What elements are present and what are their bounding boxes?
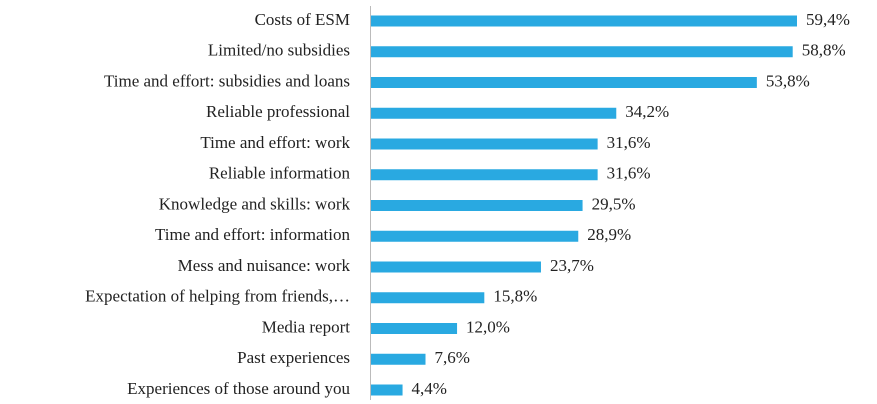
category-label: Limited/no subsidies (208, 41, 350, 60)
bar (371, 77, 757, 88)
bar (371, 169, 598, 181)
category-label: Past experiences (237, 348, 350, 367)
value-label: 7,6% (435, 348, 470, 367)
bar (371, 46, 793, 58)
bar (371, 353, 426, 365)
value-label: 23,7% (550, 256, 594, 275)
bar (371, 292, 485, 304)
bar (371, 15, 797, 27)
category-label: Experiences of those around you (127, 379, 350, 398)
bar (371, 138, 598, 150)
category-label: Media report (262, 317, 351, 336)
value-label: 31,6% (607, 164, 651, 183)
value-label: 59,4% (806, 10, 850, 29)
value-label: 58,8% (802, 41, 846, 60)
category-label: Costs of ESM (255, 10, 350, 29)
category-label: Time and effort: subsidies and loans (104, 71, 350, 90)
value-label: 12,0% (466, 317, 510, 336)
category-label: Time and effort: information (155, 225, 351, 244)
category-label: Time and effort: work (200, 133, 350, 152)
bar (371, 107, 617, 119)
bar (371, 200, 583, 211)
bar (371, 384, 403, 396)
category-label: Mess and nuisance: work (178, 256, 351, 275)
value-label: 34,2% (625, 102, 669, 121)
value-label: 31,6% (607, 133, 651, 152)
category-label: Reliable professional (206, 102, 350, 121)
value-label: 53,8% (766, 71, 810, 90)
value-label: 28,9% (587, 225, 631, 244)
bar (371, 261, 541, 273)
value-label: 15,8% (493, 287, 537, 306)
value-label: 29,5% (592, 194, 636, 213)
category-label: Reliable information (209, 164, 351, 183)
category-label: Knowledge and skills: work (159, 194, 351, 213)
category-label: Expectation of helping from friends,… (85, 287, 350, 306)
bar (371, 230, 579, 242)
bar (371, 323, 458, 334)
value-label: 4,4% (412, 379, 447, 398)
